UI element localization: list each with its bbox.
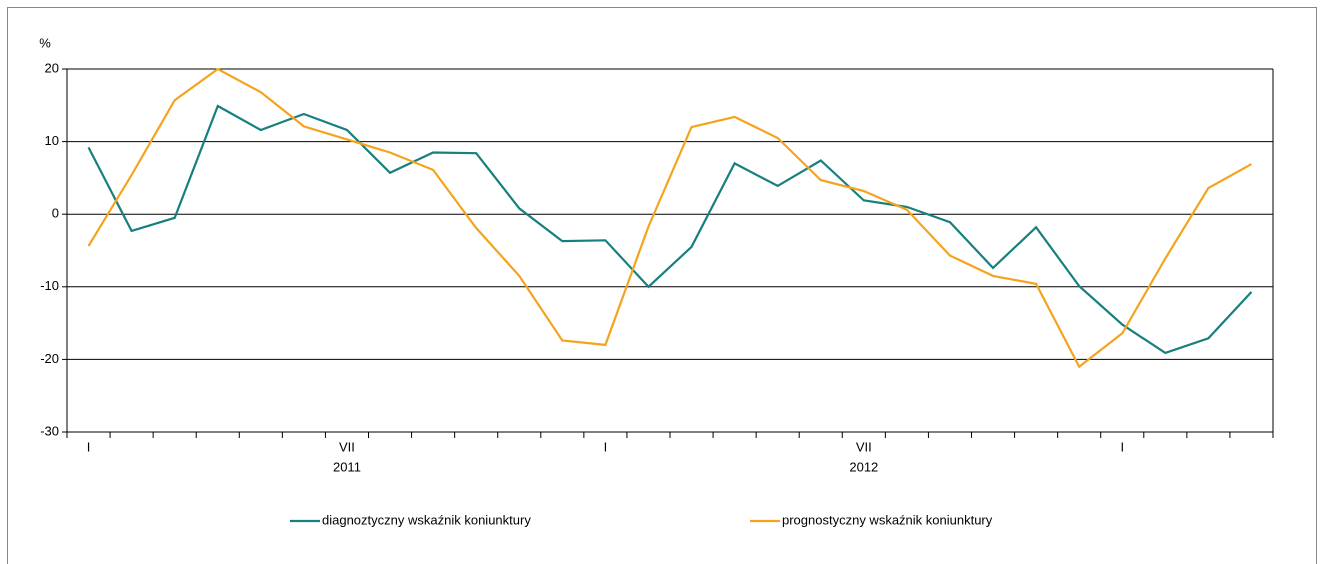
legend-label: prognostyczny wskaźnik koniunktury	[782, 512, 993, 527]
year-label: 2012	[849, 459, 878, 474]
x-tick-label: VII	[339, 439, 355, 454]
series-line	[87, 104, 1253, 355]
frame	[7, 7, 1317, 564]
year-label: 2011	[333, 459, 361, 474]
x-tick-label: I	[87, 439, 91, 454]
y-tick-label: 0	[52, 206, 59, 221]
y-tick-label: -10	[40, 278, 59, 293]
y-tick-label: 20	[45, 60, 59, 75]
y-tick-label: 10	[45, 133, 59, 148]
x-tick-label: I	[604, 439, 608, 454]
series-line	[87, 67, 1253, 369]
y-tick-label: -30	[40, 423, 59, 438]
x-tick-label: VII	[856, 439, 872, 454]
x-tick-label: I	[1120, 439, 1124, 454]
y-axis-label: %	[39, 35, 51, 50]
y-tick-label: -20	[40, 351, 59, 366]
legend-label: diagnoztyczny wskaźnik koniunktury	[322, 512, 531, 527]
